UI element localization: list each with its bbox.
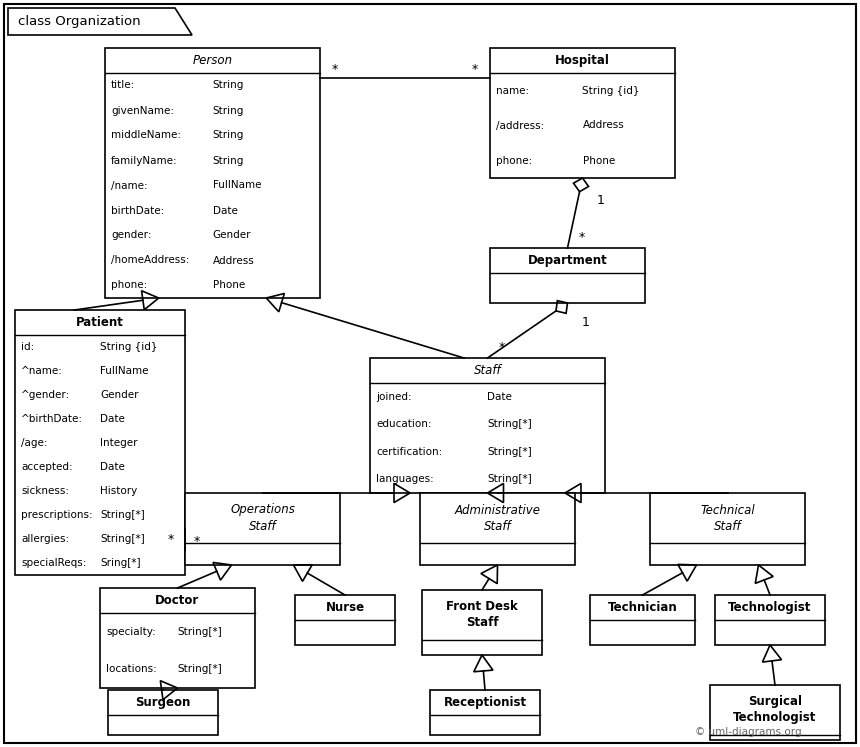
Text: locations:: locations: (106, 664, 157, 675)
Text: Date: Date (488, 391, 513, 402)
Text: Nurse: Nurse (325, 601, 365, 614)
Bar (650, 493, 805, 565)
Text: /name:: /name: (111, 181, 148, 190)
Text: Sring[*]: Sring[*] (100, 558, 141, 568)
Text: String[*]: String[*] (100, 534, 144, 544)
Text: *: * (168, 533, 174, 545)
Text: Receptionist: Receptionist (444, 696, 526, 709)
Text: *: * (332, 63, 338, 76)
Text: gender:: gender: (111, 231, 151, 241)
Bar (420, 493, 575, 565)
Text: History: History (100, 486, 138, 496)
Text: Address: Address (212, 255, 255, 265)
Text: Date: Date (100, 462, 125, 472)
Text: givenName:: givenName: (111, 105, 174, 116)
Text: phone:: phone: (496, 155, 532, 166)
Text: education:: education: (376, 419, 432, 430)
Text: *: * (472, 63, 478, 76)
Text: /age:: /age: (21, 438, 47, 448)
Text: FullName: FullName (100, 366, 149, 376)
Text: Operations
Staff: Operations Staff (230, 503, 295, 533)
Polygon shape (8, 8, 192, 35)
Bar (490, 248, 645, 303)
Text: 1: 1 (597, 193, 605, 206)
Text: FullName: FullName (212, 181, 261, 190)
Text: Front Desk
Staff: Front Desk Staff (446, 601, 518, 630)
Text: specialReqs:: specialReqs: (21, 558, 86, 568)
Text: Person: Person (193, 54, 232, 67)
Bar (100, 588, 255, 688)
Text: String[*]: String[*] (488, 474, 532, 484)
Bar (370, 358, 605, 493)
Bar (430, 690, 540, 735)
Text: prescriptions:: prescriptions: (21, 510, 93, 520)
Text: class Organization: class Organization (18, 16, 141, 28)
Text: accepted:: accepted: (21, 462, 72, 472)
Text: middleName:: middleName: (111, 131, 181, 140)
Text: allergies:: allergies: (21, 534, 69, 544)
Text: ^birthDate:: ^birthDate: (21, 414, 83, 424)
Bar (590, 595, 695, 645)
Bar (108, 690, 218, 735)
Text: /address:: /address: (496, 120, 544, 131)
Bar (295, 595, 395, 645)
Text: Department: Department (528, 254, 607, 267)
Text: Hospital: Hospital (555, 54, 610, 67)
Text: Surgeon: Surgeon (135, 696, 191, 709)
Text: Patient: Patient (76, 316, 124, 329)
Text: String[*]: String[*] (488, 419, 532, 430)
Text: String[*]: String[*] (177, 664, 222, 675)
Text: Address: Address (582, 120, 624, 131)
Text: phone:: phone: (111, 281, 147, 291)
Text: /homeAddress:: /homeAddress: (111, 255, 189, 265)
Text: specialty:: specialty: (106, 627, 156, 636)
Text: sickness:: sickness: (21, 486, 69, 496)
Text: familyName:: familyName: (111, 155, 178, 166)
Text: ^name:: ^name: (21, 366, 63, 376)
Text: String {id}: String {id} (100, 342, 157, 352)
Text: name:: name: (496, 85, 529, 96)
Text: languages:: languages: (376, 474, 433, 484)
Text: String[*]: String[*] (488, 447, 532, 456)
Text: *: * (194, 536, 200, 548)
Text: Technologist: Technologist (728, 601, 812, 614)
Text: Surgical
Technologist: Surgical Technologist (734, 695, 817, 725)
Text: Administrative
Staff: Administrative Staff (454, 503, 540, 533)
Text: Staff: Staff (474, 364, 501, 377)
Text: Date: Date (100, 414, 125, 424)
Text: String: String (212, 155, 244, 166)
Text: ^gender:: ^gender: (21, 390, 71, 400)
Bar (490, 48, 675, 178)
Bar (15, 310, 185, 575)
Text: String: String (212, 105, 244, 116)
Text: Phone: Phone (582, 155, 615, 166)
Text: Gender: Gender (100, 390, 138, 400)
Text: birthDate:: birthDate: (111, 205, 164, 215)
Text: Technical
Staff: Technical Staff (700, 503, 755, 533)
Text: joined:: joined: (376, 391, 412, 402)
Text: Doctor: Doctor (156, 594, 200, 607)
Text: certification:: certification: (376, 447, 442, 456)
Text: String {id}: String {id} (582, 85, 640, 96)
Bar (422, 590, 542, 655)
Bar (105, 48, 320, 298)
Text: String: String (212, 131, 244, 140)
Text: String: String (212, 81, 244, 90)
Bar (715, 595, 825, 645)
Text: title:: title: (111, 81, 135, 90)
Text: Technician: Technician (608, 601, 678, 614)
Bar (185, 493, 340, 565)
Text: Gender: Gender (212, 231, 251, 241)
Text: id:: id: (21, 342, 34, 352)
Bar (710, 685, 840, 740)
Text: String[*]: String[*] (100, 510, 144, 520)
Text: *: * (579, 232, 585, 244)
Text: Phone: Phone (212, 281, 245, 291)
Text: Integer: Integer (100, 438, 138, 448)
Text: 1: 1 (581, 317, 589, 329)
Text: © uml-diagrams.org: © uml-diagrams.org (695, 727, 802, 737)
Text: Date: Date (212, 205, 237, 215)
Text: *: * (499, 341, 505, 355)
Text: String[*]: String[*] (177, 627, 222, 636)
